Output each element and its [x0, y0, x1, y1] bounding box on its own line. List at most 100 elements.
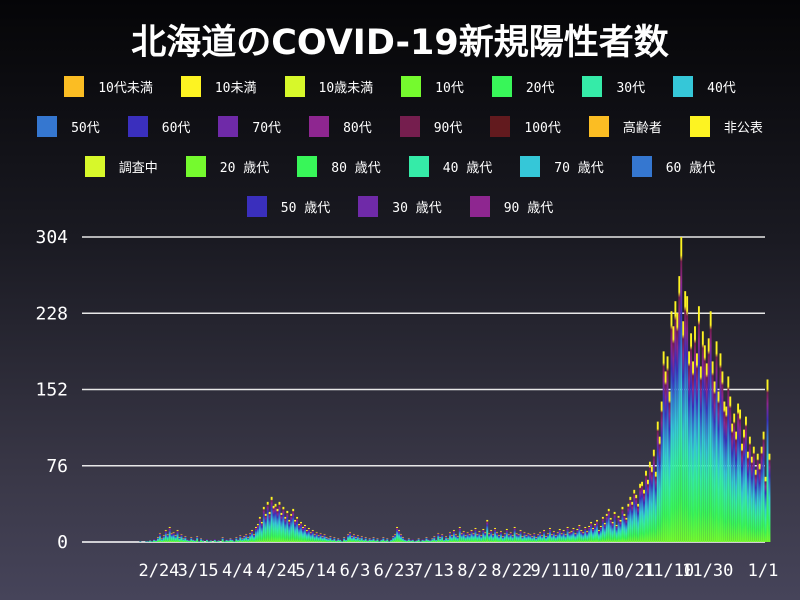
bar	[337, 537, 340, 542]
bar	[188, 539, 191, 542]
legend-item[interactable]: 調査中	[84, 155, 158, 177]
bar	[641, 481, 644, 542]
bar	[648, 461, 651, 542]
bar	[258, 516, 261, 542]
bar	[349, 531, 351, 542]
legend-item[interactable]: 10歳未満	[284, 75, 374, 97]
legend-item[interactable]: 100代	[490, 115, 561, 137]
bar	[429, 539, 432, 542]
legend-item[interactable]: 80 歳代	[297, 155, 381, 177]
legend-swatch	[358, 195, 379, 217]
bar	[619, 519, 622, 542]
legend-item[interactable]: 非公表	[689, 115, 763, 137]
bar	[764, 476, 767, 542]
bar	[182, 537, 185, 542]
bar	[652, 449, 655, 542]
legend-item[interactable]: 80代	[309, 115, 372, 137]
bar	[247, 536, 250, 542]
bar	[268, 511, 271, 542]
legend-label: 80 歳代	[331, 160, 381, 176]
bar	[670, 311, 673, 542]
bar	[362, 538, 365, 542]
legend-item[interactable]: 30代	[582, 75, 645, 97]
legend-swatch	[582, 75, 603, 97]
bar	[186, 538, 189, 542]
bar	[733, 413, 736, 542]
bar	[445, 535, 448, 542]
bar	[427, 538, 430, 542]
bar	[586, 530, 589, 542]
bar	[147, 540, 150, 542]
bar	[329, 535, 332, 542]
legend-swatch	[401, 75, 422, 97]
bar	[507, 533, 510, 542]
bar	[202, 539, 204, 542]
bar	[215, 540, 218, 542]
bar	[388, 540, 391, 542]
legend-item[interactable]: 70代	[218, 115, 281, 137]
bar	[458, 526, 461, 542]
legend-item[interactable]: 50 歳代	[246, 195, 330, 217]
bar	[709, 311, 712, 542]
x-tick-label: 3/15	[178, 561, 219, 581]
legend-item[interactable]: 40 歳代	[408, 155, 492, 177]
bar	[300, 521, 302, 542]
legend-item[interactable]: 50代	[37, 115, 100, 137]
legend-item[interactable]: 70 歳代	[520, 155, 604, 177]
legend-item[interactable]: 60代	[127, 115, 190, 137]
bar	[699, 366, 702, 542]
bar	[390, 538, 393, 542]
legend-item[interactable]: 40代	[673, 75, 736, 97]
bar	[262, 506, 265, 542]
legend-label: 10歳未満	[318, 80, 374, 96]
bar	[255, 526, 257, 542]
bar	[513, 526, 516, 542]
bar	[243, 535, 246, 542]
bar	[409, 539, 412, 542]
legend-item[interactable]: 30 歳代	[358, 195, 442, 217]
bar	[750, 456, 753, 542]
legend-item[interactable]: 高齢者	[588, 115, 662, 137]
bar	[478, 530, 481, 542]
legend-item[interactable]: 60 歳代	[631, 155, 715, 177]
bar	[541, 534, 544, 542]
bar	[321, 535, 324, 542]
bar	[474, 527, 477, 542]
bar	[302, 526, 304, 542]
bar	[680, 237, 683, 542]
bar	[664, 371, 667, 542]
bar	[431, 537, 434, 542]
chart-title: 北海道のCOVID-19新規陽性者数	[131, 23, 669, 63]
bar	[333, 536, 336, 542]
bar	[304, 524, 306, 542]
bar	[525, 534, 528, 542]
bar	[419, 540, 422, 542]
legend-item[interactable]: 90代	[399, 115, 462, 137]
bar	[572, 527, 575, 542]
bar	[725, 406, 728, 542]
legend-item[interactable]: 20 歳代	[185, 155, 269, 177]
bar	[484, 531, 487, 542]
bar	[221, 536, 224, 542]
y-tick-label: 228	[35, 303, 68, 324]
bar	[635, 494, 638, 542]
legend-item[interactable]: 10代	[401, 75, 464, 97]
legend-item[interactable]: 10未満	[180, 75, 257, 97]
legend-item[interactable]: 20代	[491, 75, 554, 97]
bar	[160, 537, 163, 542]
bar	[480, 534, 483, 542]
bar	[266, 501, 269, 542]
bar	[249, 532, 252, 542]
legend-item[interactable]: 90 歳代	[469, 195, 553, 217]
bar	[449, 531, 451, 542]
bar	[417, 537, 420, 542]
bar	[521, 535, 524, 542]
bar	[717, 391, 720, 542]
bar	[617, 515, 620, 542]
bar	[625, 517, 628, 542]
bar	[503, 532, 506, 542]
bar	[380, 538, 383, 542]
bar	[756, 453, 759, 542]
legend-item[interactable]: 10代未満	[64, 75, 153, 97]
bar	[178, 536, 181, 542]
